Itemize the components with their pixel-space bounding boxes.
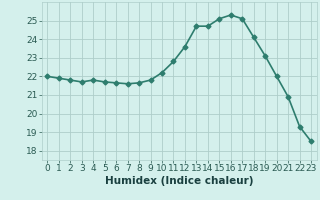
X-axis label: Humidex (Indice chaleur): Humidex (Indice chaleur) bbox=[105, 176, 253, 186]
